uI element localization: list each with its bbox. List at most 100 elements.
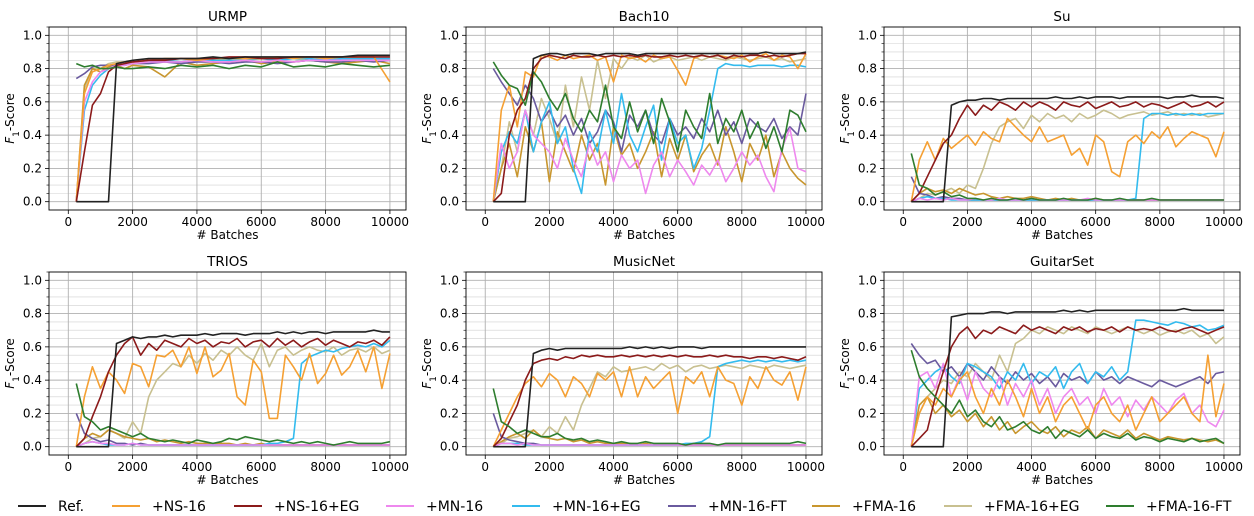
series-line-fma-16-eg <box>910 109 1225 203</box>
series-line-mn-16-eg <box>75 339 391 448</box>
x-tick-label: 0 <box>899 460 907 474</box>
x-tick-label: 6000 <box>1080 215 1111 229</box>
x-tick-label: 6000 <box>246 460 277 474</box>
legend-label: +MN-16+EG <box>552 499 641 515</box>
legend-label: +FMA-16 <box>852 499 916 515</box>
y-tick-label: 0.4 <box>440 373 459 387</box>
chart-title: Bach10 <box>619 9 670 25</box>
legend-label: +MN-16 <box>426 499 483 515</box>
legend-item: +MN-16 <box>386 499 483 515</box>
chart-title: MusicNet <box>613 254 675 270</box>
series-line-fma-16-ft <box>492 61 807 153</box>
series-line-mn-16-eg <box>492 62 807 202</box>
x-tick-label: 4000 <box>1016 215 1047 229</box>
series-lines <box>75 54 391 203</box>
y-tick-label: 0.8 <box>858 62 877 76</box>
series-line-mn-16 <box>492 442 806 448</box>
series-line-fma-16-ft <box>910 153 1224 201</box>
x-tick-label: 0 <box>64 460 72 474</box>
y-tick-label: 0.8 <box>23 62 42 76</box>
chart-panels: 0.0 0.2 0.4 0.6 0.8 1.0 0 2000 4000 6000 8000 10000… <box>3 9 1243 487</box>
y-tick-label: 0.2 <box>23 406 42 420</box>
series-line-ns-16-eg <box>75 56 390 202</box>
y-axis-label: F1-Score <box>838 338 857 389</box>
series-line-fma-16-ft <box>75 383 391 446</box>
y-axis-label: F1-Score <box>3 93 22 144</box>
x-axis-label: # Batches <box>197 228 259 242</box>
y-tick-label: 1.0 <box>23 273 42 287</box>
x-gridlines: 0 2000 4000 6000 8000 10000 <box>899 27 1243 229</box>
series-line-ns-16 <box>910 354 1225 447</box>
x-gridlines: 0 2000 4000 6000 8000 10000 <box>64 272 409 474</box>
series-line-fma-16-ft <box>492 388 807 446</box>
series-line-ns-16-eg <box>75 336 391 448</box>
x-tick-label: 0 <box>899 215 907 229</box>
series-line-mn-16 <box>910 362 1225 447</box>
series-line-fma-16-eg <box>75 57 390 202</box>
plot-frame <box>48 271 407 456</box>
x-tick-label: 8000 <box>727 215 758 229</box>
series-line-ns-16-eg <box>910 101 1225 203</box>
chart-panel-4: 0.0 0.2 0.4 0.6 0.8 1.0 0 2000 4000 6000 8000 10000… <box>3 254 409 487</box>
y-tick-label: 1.0 <box>23 28 42 42</box>
series-line-mn-16-eg <box>492 359 807 448</box>
chart-title: Su <box>1053 9 1070 25</box>
y-tick-label: 0.6 <box>23 340 42 354</box>
x-axis-label: # Batches <box>1031 473 1093 487</box>
legend-item: +FMA-16+EG <box>944 499 1079 515</box>
y-tick-label: 0.2 <box>440 161 459 175</box>
y-tick-label: 0.4 <box>23 128 42 142</box>
series-lines <box>492 51 807 203</box>
x-tick-label: 4000 <box>598 460 629 474</box>
y-axis-label: F1-Score <box>3 338 22 389</box>
y-tick-label: 1.0 <box>858 28 877 42</box>
series-line-ref <box>76 54 390 203</box>
chart-title: URMP <box>208 9 247 25</box>
x-tick-label: 2000 <box>117 460 148 474</box>
x-gridlines: 0 2000 4000 6000 8000 10000 <box>481 272 825 474</box>
x-tick-label: 0 <box>64 215 72 229</box>
series-line-mn-16 <box>492 109 807 202</box>
x-tick-label: 10000 <box>787 460 825 474</box>
y-tick-label: 0.8 <box>858 307 877 321</box>
x-tick-label: 0 <box>481 215 489 229</box>
y-tick-label: 0.4 <box>23 373 42 387</box>
series-line-ref <box>493 346 806 448</box>
y-tick-label: 0.2 <box>858 161 877 175</box>
series-lines <box>492 346 807 448</box>
series-line-fma-16-ft <box>910 349 1225 445</box>
x-axis-label: # Batches <box>613 473 675 487</box>
y-gridlines: 0.0 0.2 0.4 0.6 0.8 1.0 <box>858 273 1240 454</box>
series-line-fma-16-eg <box>492 362 807 448</box>
y-axis-label: F1-Score <box>420 338 439 389</box>
y-tick-label: 0.6 <box>858 95 877 109</box>
y-tick-label: 0.0 <box>858 440 877 454</box>
y-tick-label: 0.2 <box>23 161 42 175</box>
x-tick-label: 8000 <box>1145 460 1176 474</box>
y-tick-label: 0.2 <box>440 406 459 420</box>
x-tick-label: 6000 <box>246 215 277 229</box>
y-tick-label: 0.6 <box>440 340 459 354</box>
x-gridlines: 0 2000 4000 6000 8000 10000 <box>64 27 409 229</box>
series-line-ns-16-eg <box>492 52 806 203</box>
x-tick-label: 8000 <box>310 215 341 229</box>
x-tick-label: 10000 <box>371 215 409 229</box>
x-tick-label: 2000 <box>952 215 983 229</box>
series-line-mn-16-eg <box>75 57 390 202</box>
chart-title: GuitarSet <box>1030 254 1094 270</box>
plot-frame <box>48 26 407 211</box>
y-tick-label: 0.8 <box>440 62 459 76</box>
series-line-ref <box>76 329 390 448</box>
legend-label: +NS-16 <box>152 499 206 515</box>
y-tick-label: 0.0 <box>23 195 42 209</box>
y-tick-label: 0.8 <box>23 307 42 321</box>
x-tick-label: 10000 <box>1205 460 1243 474</box>
x-tick-label: 4000 <box>182 460 213 474</box>
x-tick-label: 4000 <box>182 215 213 229</box>
chart-title: TRIOS <box>206 254 248 270</box>
chart-panel-2: 0.0 0.2 0.4 0.6 0.8 1.0 0 2000 4000 6000 8000 10000… <box>420 9 825 242</box>
y-tick-label: 1.0 <box>440 28 459 42</box>
series-line-mn-16 <box>75 59 390 202</box>
legend-item: +NS-16 <box>112 499 206 515</box>
series-line-mn-16-eg <box>910 319 1225 447</box>
